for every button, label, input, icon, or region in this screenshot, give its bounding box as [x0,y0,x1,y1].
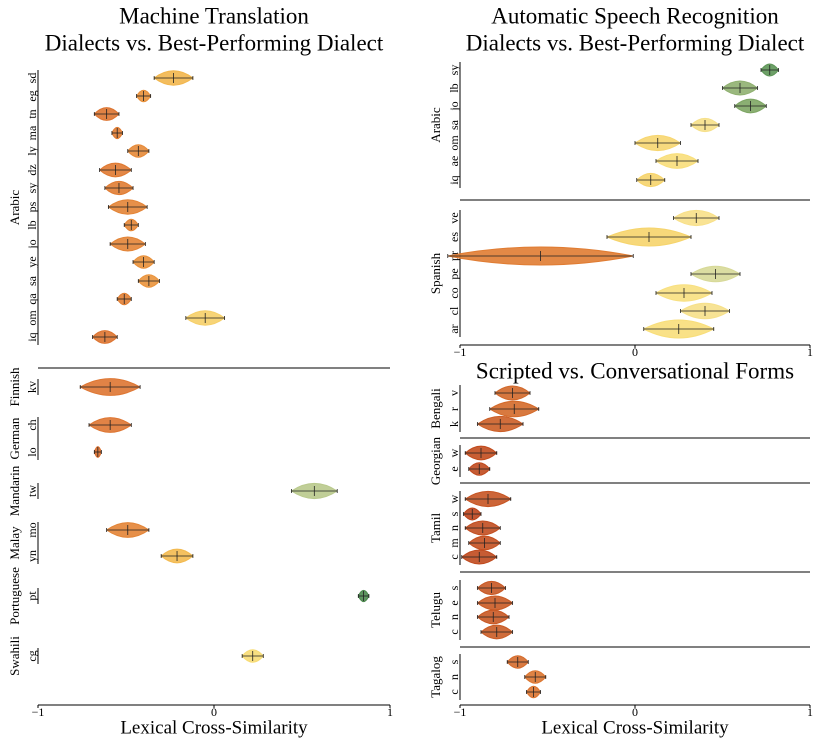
item-label: c [447,689,461,694]
group-label: Arabic [7,190,22,226]
item-label: sa [25,275,39,286]
item-label: es [447,232,461,242]
item-label: e [447,600,461,605]
item-label: c [447,554,461,559]
item-label: tw [25,485,39,497]
group-label: Portuguese [7,567,22,625]
x-tick-label: 1 [387,705,393,719]
item-label: iq [447,175,461,184]
chart-title: Machine Translation [119,3,309,28]
group-label: Telugu [428,592,443,628]
item-label: om [447,135,461,151]
x-tick-label: −1 [32,705,45,719]
item-label: s [447,511,461,516]
item-label: n [447,614,461,620]
x-tick-label: 0 [632,705,638,719]
x-tick-label: −1 [454,345,467,359]
item-label: pe [447,268,461,279]
item-label: mo [25,522,39,537]
group-label: Georgian [428,436,443,485]
item-label: dz [25,164,39,175]
item-label: ar [447,324,461,333]
item-label: sa [447,119,461,130]
item-label: lb [447,83,461,92]
group-label: Spanish [428,252,443,294]
item-label: ly [25,146,39,155]
item-label: ae [447,156,461,167]
item-label: jo [447,101,461,111]
group-label: Tamil [428,513,443,544]
item-label: ma [25,125,39,140]
chart-title: Scripted vs. Conversational Forms [476,358,794,383]
item-label: co [447,287,461,298]
item-label: ch [25,419,39,430]
item-label: cl [447,306,461,315]
item-label: yn [25,550,39,562]
x-axis-label: Lexical Cross-Similarity [541,717,729,738]
item-label: ps [25,201,39,212]
group-label: Bengali [428,388,443,429]
item-label: eg [25,90,39,101]
item-label: sd [25,73,39,84]
item-label: lb [25,220,39,229]
item-label: qa [25,293,39,305]
item-label: w [447,448,461,457]
group-label: Mandarin [7,465,22,516]
x-tick-label: 0 [211,705,217,719]
x-tick-label: 0 [632,345,638,359]
item-label: r [447,407,461,411]
x-tick-label: 1 [807,345,813,359]
item-label: jo [25,239,39,249]
group-label: Tagalog [428,656,443,698]
group-label: German [7,417,22,459]
item-label: n [447,674,461,680]
group-label: Arabic [428,107,443,143]
item-label: kv [25,381,39,393]
item-label: om [25,310,39,326]
item-label: cg [25,650,39,661]
x-tick-label: 1 [807,705,813,719]
group-label: Malay [7,526,22,560]
item-label: sy [447,65,461,76]
group-label: Swahili [7,636,22,676]
item-label: lo [25,447,39,456]
item-label: sy [25,183,39,194]
item-label: ye [25,256,39,267]
item-label: iq [25,332,39,341]
item-label: s [447,659,461,664]
item-label: m [447,538,461,548]
item-label: pt [25,591,39,601]
chart-title: Automatic Speech Recognition [491,3,779,28]
item-label: w [447,494,461,503]
item-label: s [447,585,461,590]
item-label: k [447,421,461,427]
group-label: Finnish [7,367,22,407]
chart-subtitle: Dialects vs. Best-Performing Dialect [466,30,805,55]
item-label: e [447,466,461,471]
item-label: c [447,629,461,634]
x-tick-label: −1 [454,705,467,719]
item-label: n [447,525,461,531]
x-axis-label: Lexical Cross-Similarity [120,717,308,738]
item-label: tn [25,109,39,118]
chart-subtitle: Dialects vs. Best-Performing Dialect [45,30,384,55]
item-label: ve [447,212,461,223]
item-label: v [447,390,461,396]
